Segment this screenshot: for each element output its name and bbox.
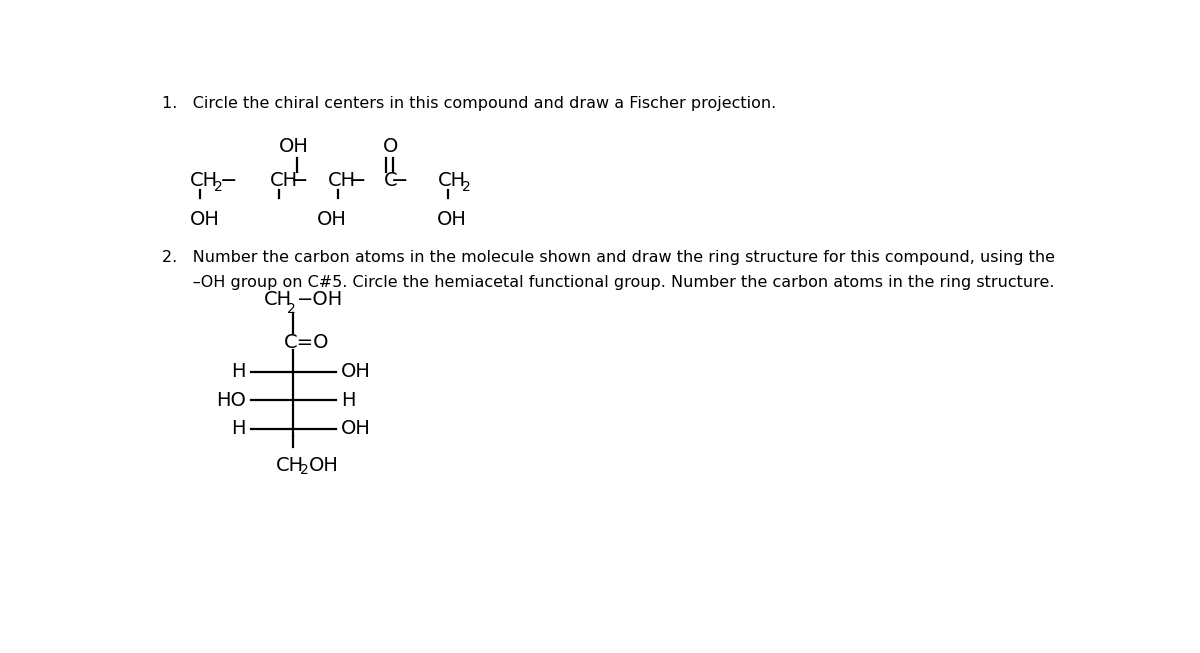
Text: H: H [232, 419, 246, 438]
Text: H: H [341, 390, 355, 409]
Text: 2.   Number the carbon atoms in the molecule shown and draw the ring structure f: 2. Number the carbon atoms in the molecu… [162, 250, 1055, 265]
Text: −: − [391, 171, 408, 191]
Text: OH: OH [341, 419, 371, 438]
Text: OH: OH [341, 362, 371, 381]
Text: CH: CH [270, 171, 299, 190]
Text: –OH group on C#5. Circle the hemiacetal functional group. Number the carbon atom: –OH group on C#5. Circle the hemiacetal … [162, 275, 1054, 290]
Text: −OH: −OH [296, 291, 343, 310]
Text: 2: 2 [287, 302, 296, 316]
Text: OH: OH [191, 210, 220, 229]
Text: O: O [383, 137, 398, 156]
Text: CH: CH [276, 456, 305, 475]
Text: HO: HO [216, 390, 246, 409]
Text: 2: 2 [300, 464, 308, 477]
Text: −: − [290, 171, 308, 191]
Text: CH: CH [329, 171, 356, 190]
Text: OH: OH [437, 210, 467, 229]
Text: CH: CH [191, 171, 218, 190]
Text: H: H [232, 362, 246, 381]
Text: CH: CH [438, 171, 467, 190]
Text: −: − [221, 171, 238, 191]
Text: OH: OH [308, 456, 338, 475]
Text: −: − [349, 171, 366, 191]
Text: C: C [384, 171, 397, 190]
Text: CH: CH [264, 291, 292, 310]
Text: C=O: C=O [284, 333, 330, 352]
Text: 1.   Circle the chiral centers in this compound and draw a Fischer projection.: 1. Circle the chiral centers in this com… [162, 96, 776, 111]
Text: 2: 2 [214, 180, 222, 194]
Text: OH: OH [317, 210, 347, 229]
Text: OH: OH [278, 137, 308, 156]
Text: 2: 2 [462, 180, 470, 194]
